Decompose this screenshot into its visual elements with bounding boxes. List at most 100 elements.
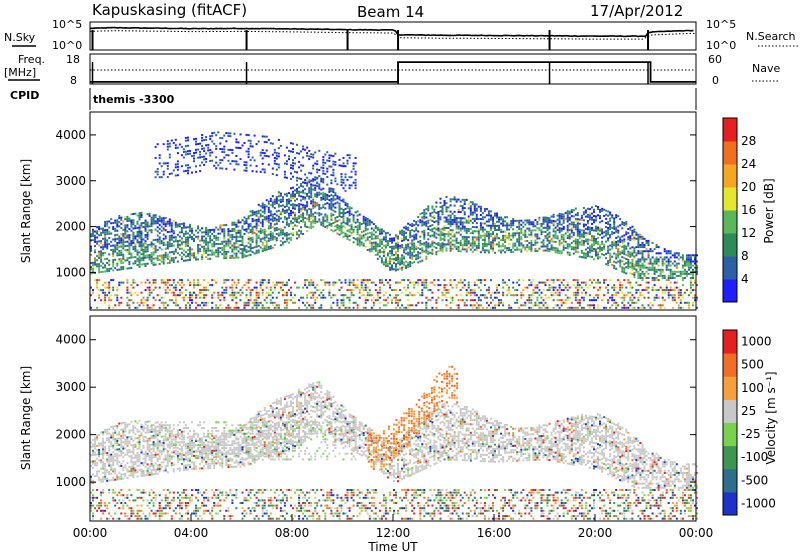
power-cell	[96, 226, 98, 228]
power-cell	[151, 252, 153, 254]
power-cell	[163, 217, 165, 219]
power-cell	[288, 198, 290, 200]
power-cell	[139, 243, 141, 245]
power-cell	[211, 245, 213, 247]
power-cell	[233, 257, 235, 259]
power-cell	[163, 297, 165, 299]
power-cell	[397, 242, 399, 244]
power-cell	[627, 253, 629, 255]
power-cell	[534, 302, 536, 304]
power-cell	[520, 232, 522, 234]
power-cell	[300, 164, 302, 166]
power-cell	[498, 299, 500, 301]
power-cell	[143, 226, 145, 228]
power-cell	[567, 237, 569, 239]
power-cell	[373, 223, 375, 225]
power-cell	[543, 241, 545, 243]
power-cell	[617, 225, 619, 227]
power-cell	[639, 277, 641, 279]
power-cell	[534, 240, 536, 242]
power-cell	[577, 294, 579, 296]
power-cell	[470, 242, 472, 244]
power-cell	[266, 307, 268, 309]
power-cell	[300, 170, 302, 172]
power-cell	[456, 240, 458, 242]
power-cell	[141, 214, 143, 216]
power-cell	[221, 241, 223, 243]
power-cell	[407, 245, 409, 247]
power-cell	[94, 260, 96, 262]
power-cell	[609, 307, 611, 309]
power-cell	[118, 250, 120, 252]
power-cell	[227, 228, 229, 230]
power-cell	[456, 227, 458, 229]
power-cell	[104, 264, 106, 266]
power-cell	[223, 297, 225, 299]
power-cell	[395, 307, 397, 309]
power-cell	[448, 206, 450, 208]
power-cell	[597, 227, 599, 229]
power-cell	[427, 234, 429, 236]
power-cell	[189, 294, 191, 296]
power-cell	[242, 242, 244, 244]
power-cell	[472, 241, 474, 243]
power-cell	[357, 244, 359, 246]
power-cell	[355, 226, 357, 228]
power-cell	[373, 229, 375, 231]
power-cell	[599, 246, 601, 248]
power-cell	[625, 233, 627, 235]
power-cell	[312, 168, 314, 170]
power-cell	[339, 211, 341, 213]
power-cell	[118, 269, 120, 271]
power-cell	[312, 201, 314, 203]
power-cell	[124, 218, 126, 220]
power-cell	[359, 292, 361, 294]
power-cell	[341, 181, 343, 183]
power-cell	[132, 246, 134, 248]
power-cell	[139, 229, 141, 231]
power-cell	[341, 226, 343, 228]
power-cell	[300, 183, 302, 185]
power-cell	[474, 220, 476, 222]
power-cell	[619, 287, 621, 289]
power-cell	[474, 304, 476, 306]
power-cell	[189, 282, 191, 284]
power-cell	[597, 307, 599, 309]
power-cell	[252, 214, 254, 216]
power-cell	[159, 154, 161, 156]
power-cell	[290, 220, 292, 222]
power-cell	[322, 178, 324, 180]
power-cell	[225, 292, 227, 294]
power-cell	[450, 229, 452, 231]
power-cell	[126, 224, 128, 226]
power-cell	[322, 196, 324, 198]
power-cell	[242, 240, 244, 242]
power-cell	[328, 289, 330, 291]
power-cell	[185, 304, 187, 306]
power-cell	[161, 226, 163, 228]
power-cell	[536, 250, 538, 252]
power-cell	[284, 210, 286, 212]
power-cell	[94, 299, 96, 301]
power-cell	[274, 201, 276, 203]
power-cell	[250, 239, 252, 241]
power-cell	[619, 282, 621, 284]
power-cell	[520, 294, 522, 296]
power-cell	[233, 307, 235, 309]
power-cell	[211, 252, 213, 254]
power-cell	[334, 219, 336, 221]
power-cell	[637, 275, 639, 277]
power-cell	[250, 237, 252, 239]
power-cell	[395, 234, 397, 236]
power-cell	[235, 253, 237, 255]
power-cell	[498, 245, 500, 247]
power-cell	[310, 153, 312, 155]
power-cell	[286, 205, 288, 207]
power-cell	[462, 246, 464, 248]
power-cell	[589, 233, 591, 235]
power-cell	[302, 297, 304, 299]
power-cell	[468, 216, 470, 218]
power-cell	[385, 279, 387, 281]
power-cell	[639, 234, 641, 236]
power-cell	[254, 226, 256, 228]
